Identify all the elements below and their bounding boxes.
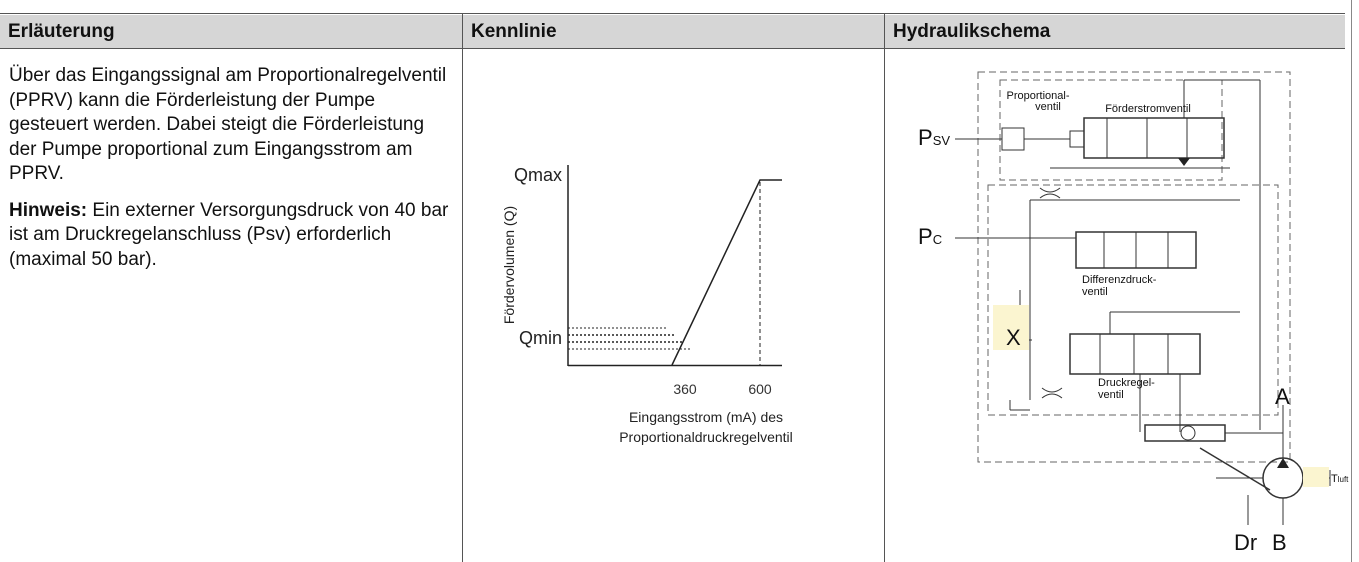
x-axis-label: Eingangsstrom (mA) des xyxy=(629,409,783,425)
port-letter: P xyxy=(918,224,933,249)
valve-label: ventil xyxy=(1035,101,1061,113)
x-axis-label: Proportionaldruckregelventil xyxy=(619,429,793,445)
valve-label: ventil xyxy=(1082,286,1108,298)
x-tick-label: 360 xyxy=(673,381,697,397)
valve-label: Förderstromventil xyxy=(1105,103,1191,115)
highlight xyxy=(993,305,1029,350)
paragraph: Über das Eingangssignal am Proportionalr… xyxy=(9,65,447,184)
port-label: X xyxy=(1006,325,1021,350)
header-cell: Erläuterung xyxy=(0,15,462,48)
valve-label: Proportional- xyxy=(1007,90,1070,102)
port-sub: luft xyxy=(1338,475,1349,484)
y-tick-label: Qmin xyxy=(519,328,562,348)
y-tick-label: Qmax xyxy=(514,165,562,185)
pump-arrow xyxy=(1277,458,1289,468)
port-label: Dr xyxy=(1234,530,1257,555)
port-label: B xyxy=(1272,530,1287,555)
port-label: A xyxy=(1275,384,1290,409)
port-letter: P xyxy=(918,125,933,150)
port-sub: SV xyxy=(933,133,951,148)
valve-label: Differenzdruck- xyxy=(1082,274,1157,286)
valve-label: ventil xyxy=(1098,389,1124,401)
hydraulic-schematic xyxy=(955,71,1331,525)
highlight xyxy=(1303,467,1329,487)
port-label: PSV xyxy=(918,125,950,150)
note-text: Ein externer Versorgungsdruck von 40 bar… xyxy=(9,199,449,270)
port-label: PC xyxy=(918,224,942,249)
header-cell: Hydraulikschema xyxy=(885,15,1345,48)
note-label: Hinweis: xyxy=(9,199,88,221)
explanation: Über das Eingangssignal am Proportionalr… xyxy=(9,64,454,284)
x-tick-label: 600 xyxy=(748,381,772,397)
port-label: Tluft xyxy=(1331,473,1349,485)
characteristic-chart xyxy=(567,165,782,367)
valve-label: Druckregel- xyxy=(1098,377,1155,389)
note: Hinweis: Ein externer Versorgungsdruck v… xyxy=(9,199,454,273)
header-cell: Kennlinie xyxy=(463,15,884,48)
port-sub: C xyxy=(933,232,942,247)
check-arrow xyxy=(1178,158,1190,166)
y-axis-label: Fördervolumen (Q) xyxy=(501,206,517,324)
port-letter: T xyxy=(1331,473,1338,485)
